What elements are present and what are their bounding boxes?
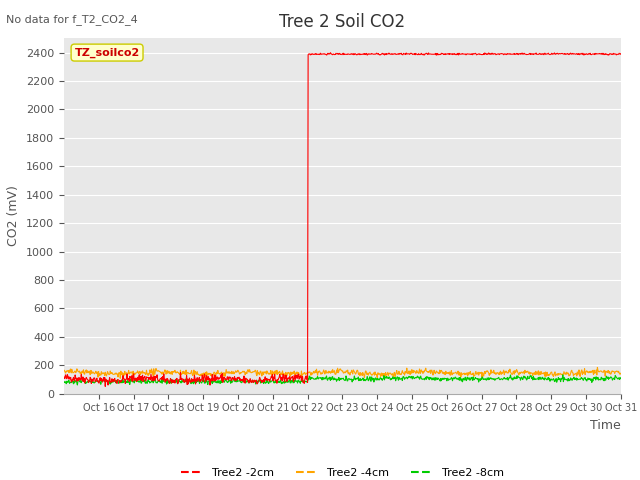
Legend: Tree2 -2cm, Tree2 -4cm, Tree2 -8cm: Tree2 -2cm, Tree2 -4cm, Tree2 -8cm bbox=[176, 463, 509, 480]
Y-axis label: CO2 (mV): CO2 (mV) bbox=[8, 186, 20, 246]
Title: Tree 2 Soil CO2: Tree 2 Soil CO2 bbox=[279, 13, 406, 31]
X-axis label: Time: Time bbox=[590, 419, 621, 432]
Text: No data for f_T2_CO2_4: No data for f_T2_CO2_4 bbox=[6, 14, 138, 25]
Text: TZ_soilco2: TZ_soilco2 bbox=[74, 48, 140, 58]
